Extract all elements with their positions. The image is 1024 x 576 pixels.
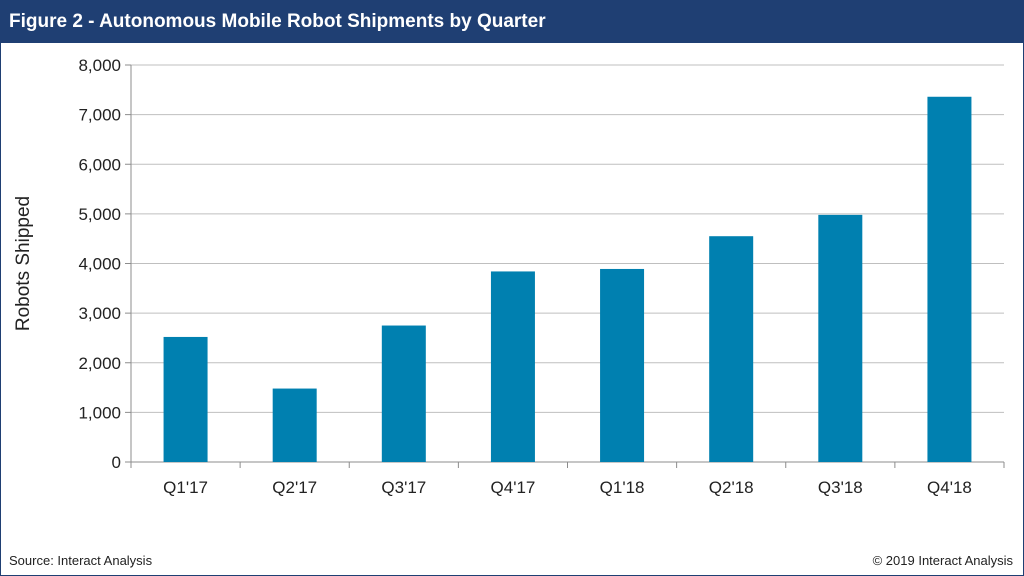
source-note: Source: Interact Analysis (9, 553, 153, 568)
bar-q4-17 (490, 271, 535, 462)
bar-q3-17 (381, 325, 426, 462)
x-tick-label: Q2'18 (709, 478, 754, 497)
bar-chart: 0 1,000 2,000 3,000 4,000 5,000 6,000 7,000 8,00… (13, 56, 1005, 497)
y-tick-label: 7,000 (78, 106, 121, 125)
y-tick-label: 1,000 (78, 403, 121, 422)
y-tick-label: 0 (112, 453, 121, 472)
copyright-note: © 2019 Interact Analysis (872, 553, 1013, 568)
bar-q1-17 (163, 336, 208, 462)
bar-q2-17 (272, 388, 317, 462)
y-tick-label: 2,000 (78, 354, 121, 373)
y-tick-label: 5,000 (78, 205, 121, 224)
axis-labels: 0 1,000 2,000 3,000 4,000 5,000 6,000 7,000 8,00… (13, 56, 972, 497)
y-axis-title: Robots Shipped (13, 196, 34, 331)
figure-title: Figure 2 - Autonomous Mobile Robot Shipm… (1, 1, 1023, 43)
x-tick-label: Q4'18 (927, 478, 972, 497)
x-tick-label: Q1'18 (600, 478, 645, 497)
y-tick-label: 8,000 (78, 56, 121, 75)
x-tick-label: Q2'17 (272, 478, 317, 497)
bar-q4-18 (927, 96, 972, 462)
y-tick-label: 6,000 (78, 155, 121, 174)
y-tick-label: 4,000 (78, 255, 121, 274)
x-tick-label: Q3'18 (818, 478, 863, 497)
x-tick-label: Q3'17 (381, 478, 426, 497)
axes (125, 64, 1005, 468)
bar-q2-18 (709, 236, 754, 462)
x-tick-label: Q4'17 (491, 478, 536, 497)
y-tick-label: 3,000 (78, 304, 121, 323)
x-tick-label: Q1'17 (163, 478, 208, 497)
bar-q3-18 (818, 214, 863, 462)
bars (163, 96, 972, 462)
gridlines (131, 64, 1004, 413)
bar-q1-18 (600, 268, 645, 462)
